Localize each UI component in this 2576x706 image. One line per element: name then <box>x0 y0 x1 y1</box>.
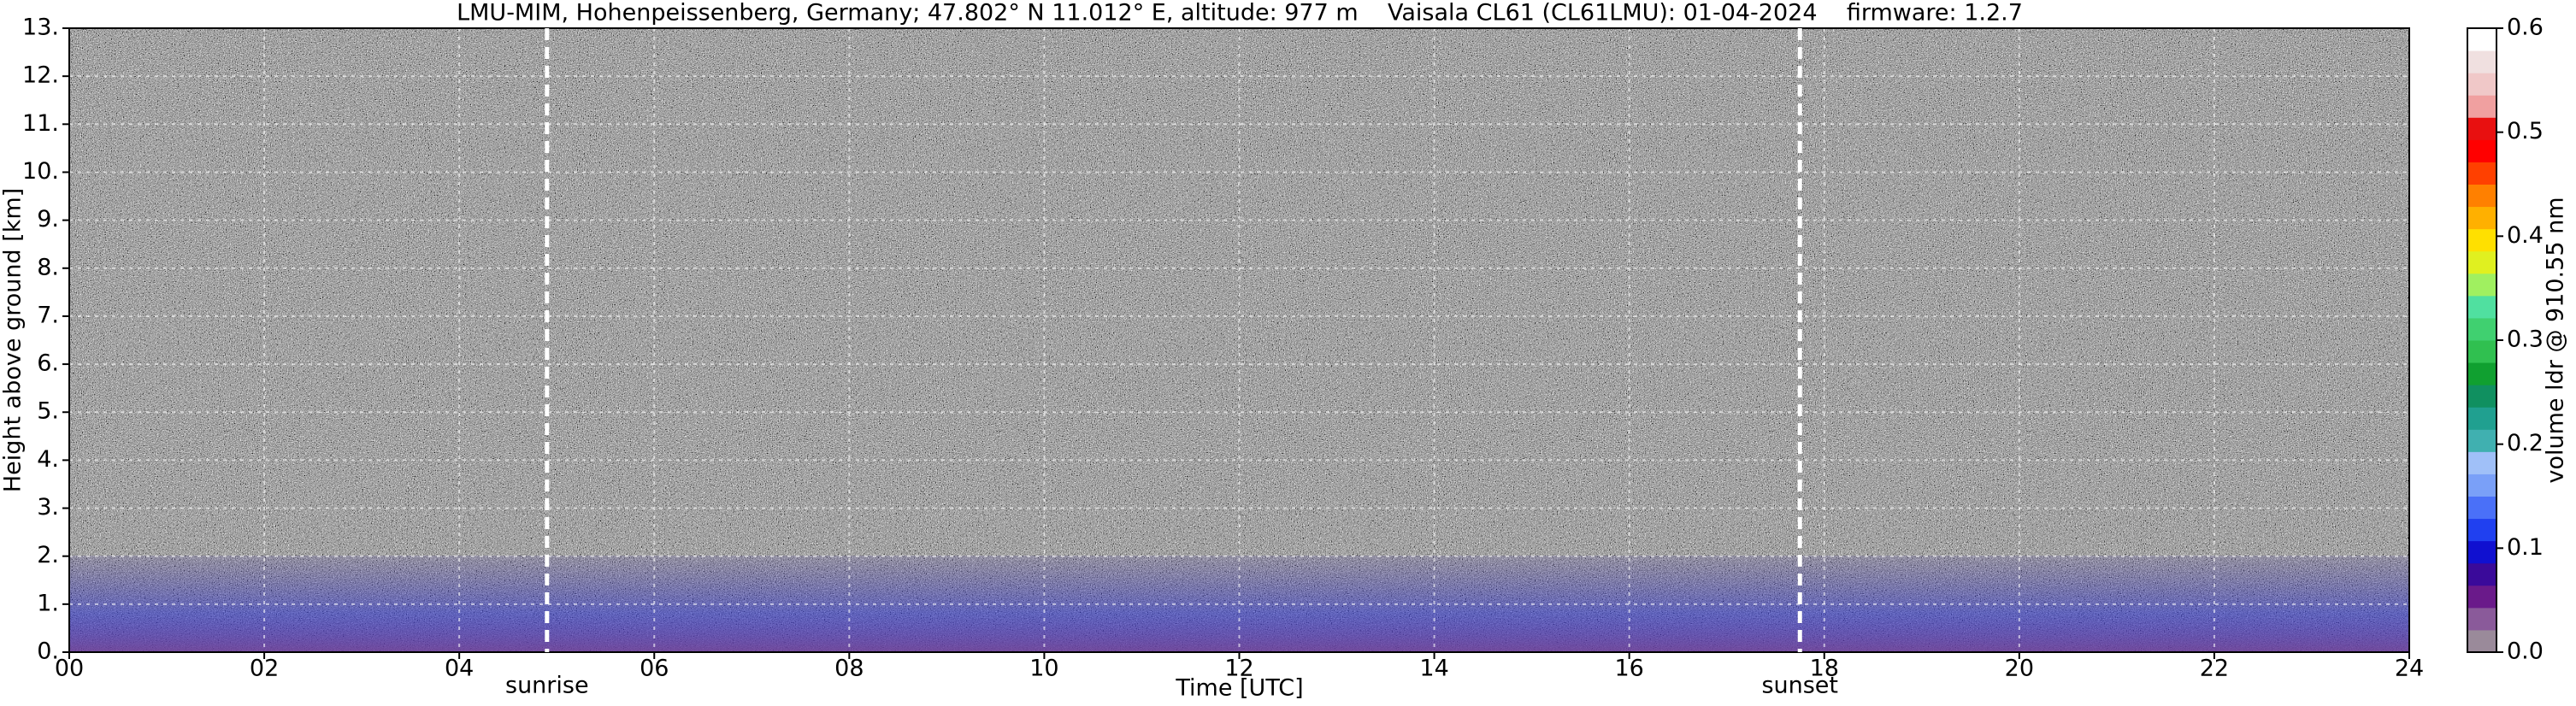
x-axis-label: Time [UTC] <box>1175 675 1303 702</box>
colorbar-tick-label: 0.2 <box>2507 430 2544 456</box>
x-tick-label: 10 <box>1029 656 1058 682</box>
y-tick-label: 8. <box>37 254 59 280</box>
colorbar-segment <box>2467 429 2496 452</box>
colorbar-segment <box>2467 73 2496 96</box>
y-tick-label: 2. <box>37 542 59 568</box>
y-tick-label: 13. <box>22 15 59 41</box>
plot-frame <box>68 27 2410 653</box>
colorbar-segment <box>2467 162 2496 185</box>
y-axis-label: Height above ground [km] <box>0 188 27 492</box>
colorbar-label: volume ldr @ 910.55 nm <box>2543 197 2569 484</box>
y-tick-label: 3. <box>37 494 59 521</box>
colorbar-segment <box>2467 607 2496 631</box>
y-tick-label: 11. <box>22 110 59 137</box>
x-tick-label: 24 <box>2395 656 2424 682</box>
y-tick-label: 6. <box>37 350 59 377</box>
y-tick-label: 4. <box>37 446 59 473</box>
x-tick-label: 00 <box>55 656 84 682</box>
colorbar-segment <box>2467 295 2496 319</box>
colorbar-segment <box>2467 273 2496 297</box>
x-tick-label: 18 <box>1810 656 1839 682</box>
y-tick-label: 5. <box>37 398 59 425</box>
colorbar-segment <box>2467 496 2496 520</box>
colorbar-tick-label: 0.0 <box>2507 638 2544 665</box>
colorbar-segment <box>2467 585 2496 609</box>
colorbar-tick-label: 0.4 <box>2507 222 2544 249</box>
y-tick-label: 12. <box>22 62 59 89</box>
colorbar-tick-label: 0.3 <box>2507 327 2544 353</box>
colorbar-segment <box>2467 518 2496 542</box>
colorbar-segment <box>2467 362 2496 385</box>
x-tick-label: 16 <box>1614 656 1643 682</box>
x-tick-label: 08 <box>834 656 864 682</box>
colorbar-tick-label: 0.6 <box>2507 15 2544 41</box>
x-tick-label: 06 <box>640 656 669 682</box>
colorbar-segment <box>2467 474 2496 497</box>
colorbar-segment <box>2467 340 2496 363</box>
colorbar-segment <box>2467 228 2496 252</box>
x-tick-label: 22 <box>2200 656 2229 682</box>
y-tick-label: 10. <box>22 158 59 185</box>
colorbar-segment <box>2467 451 2496 474</box>
colorbar-segment <box>2467 385 2496 408</box>
colorbar-segment <box>2467 139 2496 162</box>
colorbar-segment <box>2467 28 2496 51</box>
colorbar-segment <box>2467 629 2496 653</box>
colorbar-segment <box>2467 317 2496 341</box>
x-tick-label: 04 <box>445 656 474 682</box>
y-tick-label: 0. <box>37 638 59 665</box>
colorbar-segment <box>2467 540 2496 564</box>
colorbar-segment <box>2467 95 2496 118</box>
colorbar-segment <box>2467 206 2496 230</box>
y-tick-label: 7. <box>37 302 59 328</box>
x-tick-label: 20 <box>2005 656 2034 682</box>
colorbar-segment <box>2467 50 2496 74</box>
colorbar-segment <box>2467 184 2496 208</box>
y-tick-label: 1. <box>37 590 59 616</box>
colorbar-tick-label: 0.5 <box>2507 118 2544 144</box>
y-tick-label: 9. <box>37 206 59 232</box>
colorbar-segment <box>2467 250 2496 274</box>
x-tick-label: 14 <box>1419 656 1448 682</box>
chart-title: LMU-MIM, Hohenpeissenberg, Germany; 47.8… <box>457 0 2023 26</box>
colorbar-segment <box>2467 562 2496 586</box>
x-tick-label: 02 <box>250 656 279 682</box>
x-tick-label: 12 <box>1224 656 1253 682</box>
colorbar-segment <box>2467 407 2496 430</box>
annotation-label: sunrise <box>505 673 589 699</box>
colorbar-tick-label: 0.1 <box>2507 534 2544 561</box>
colorbar-segment <box>2467 117 2496 140</box>
annotation-label: sunset <box>1761 673 1838 699</box>
